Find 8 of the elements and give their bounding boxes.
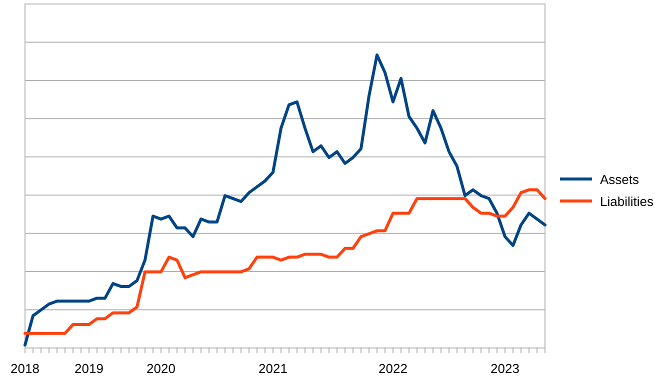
x-tick-label: 2023: [490, 360, 520, 376]
x-tick-label: 2020: [146, 360, 176, 376]
x-tick-label: 2019: [74, 360, 104, 376]
legend-label: Liabilities: [600, 194, 654, 209]
x-tick-label: 2018: [10, 360, 40, 376]
legend-label: Assets: [600, 172, 640, 187]
x-tick-label: 2021: [258, 360, 288, 376]
x-tick-label: 2022: [378, 360, 408, 376]
